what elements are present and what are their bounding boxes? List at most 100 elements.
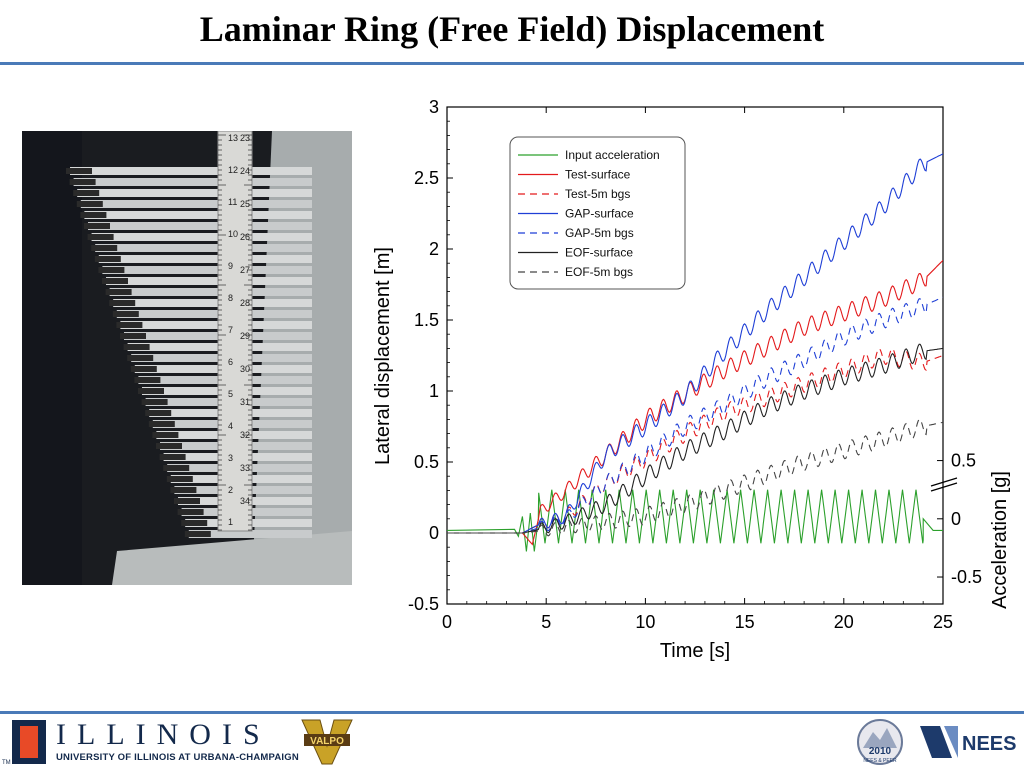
slide-title: Laminar Ring (Free Field) Displacement: [199, 9, 825, 49]
lamina-bearing: [177, 509, 204, 515]
nees-logo: NEES: [920, 726, 1016, 758]
ruler-number: 32: [240, 430, 250, 440]
lamina-bearing: [174, 498, 200, 504]
ruler-number: 29: [240, 331, 250, 341]
lamina-bearing: [102, 278, 128, 284]
lamina-plate: [84, 211, 313, 219]
lamina-bearing: [130, 366, 157, 372]
ruler-number: 31: [240, 397, 250, 407]
axis-ticks: 0 5 10 15 20 25-0.500.511.522.53-0.500.5: [408, 97, 982, 632]
axis-break-marks: [930, 477, 958, 492]
series-line-eof-surface: [447, 343, 943, 534]
ruler-labels-left: 13 12 11 10 9 8 7 6 5 4 3 2 1: [228, 133, 238, 527]
lamina-bearing: [138, 388, 164, 394]
legend-label: Input acceleration: [565, 148, 660, 162]
lamina-bearing: [145, 410, 172, 416]
ruler-number: 23: [240, 133, 250, 143]
valpo-label: VALPO: [310, 736, 344, 747]
lamina-bearing: [87, 234, 114, 240]
lamina-bearing: [127, 355, 154, 361]
lamina-plate: [91, 233, 312, 241]
y-tick-label: 2: [429, 239, 439, 259]
ruler-labels-right: 23 24 25 26 27 28 29 30 31 32 33 34: [240, 133, 250, 506]
series-line-gap-5m-bgs: [447, 296, 943, 534]
y-tick-label: 0.5: [414, 452, 439, 472]
y-axis-label: Lateral displacement [m]: [372, 247, 394, 465]
title-divider: [0, 62, 1024, 65]
ruler-number: 2: [228, 485, 233, 495]
legend-label: EOF-surface: [565, 246, 633, 260]
illinois-wordmark: ILLINOIS: [56, 718, 271, 751]
lamina-bearing: [170, 487, 197, 493]
ruler-number: 8: [228, 293, 233, 303]
lamina-bearing: [141, 399, 168, 405]
lamina-bearing: [80, 212, 107, 218]
lamina-bearing: [163, 465, 190, 471]
x-tick-label: 5: [541, 612, 551, 632]
y-tick-label: 1: [429, 381, 439, 401]
footer-divider: [0, 711, 1024, 714]
lamina-plate: [98, 255, 312, 263]
y2-axis-label: Acceleration [g]: [989, 471, 1011, 609]
lamina-plate: [188, 530, 312, 538]
y-tick-label: 1.5: [414, 310, 439, 330]
lamina-bearing: [76, 201, 103, 207]
lamina-plate: [95, 244, 312, 252]
lamina-bearing: [73, 190, 100, 196]
y-tick-label: 2.5: [414, 168, 439, 188]
lamina-bearing: [109, 300, 136, 306]
lamina-bearing: [120, 333, 146, 339]
lamina-plate: [77, 189, 312, 197]
legend-label: GAP-surface: [565, 207, 634, 221]
series-line-test-surface: [447, 260, 943, 546]
ruler-ticks: [218, 134, 252, 531]
x-tick-label: 20: [834, 612, 854, 632]
lamina-bearing: [98, 267, 125, 273]
trademark-mark: TM: [2, 760, 11, 766]
lamina-plate: [70, 167, 312, 175]
valpo-logo: VALPO: [301, 719, 353, 765]
y2-tick-label: -0.5: [951, 567, 982, 587]
ruler-number: 13: [228, 133, 238, 143]
series-lines: [447, 153, 943, 552]
ruler: [217, 131, 253, 532]
lamina-bearing: [166, 476, 193, 482]
ruler-number: 11: [228, 197, 237, 207]
displacement-chart: 0 5 10 15 20 25-0.500.511.522.53-0.500.5 Inpu…: [372, 97, 1011, 662]
lamina-plate: [116, 310, 312, 318]
nees-peer-year: 2010: [869, 746, 892, 757]
y-tick-label: 0: [429, 523, 439, 543]
series-line-gap-surface: [447, 153, 943, 534]
lamina-bearing: [152, 432, 179, 438]
lamina-bearing: [66, 168, 92, 174]
lamina-plate: [80, 200, 312, 208]
ruler-number: 28: [240, 298, 250, 308]
footer: TM ILLINOIS UNIVERSITY OF ILLINOIS AT UR…: [0, 716, 1024, 768]
legend: Input acceleration Test-surface Test-5m bg…: [509, 136, 686, 290]
lamina-plate: [120, 321, 313, 329]
illinois-block-i-logo: [12, 720, 46, 764]
lamina-plate: [73, 178, 312, 186]
lamina-plate: [102, 266, 313, 274]
y-tick-label: -0.5: [408, 594, 439, 614]
x-tick-label: 15: [735, 612, 755, 632]
ruler-number: 26: [240, 232, 250, 242]
base-plate: [112, 531, 352, 585]
lamina-plate: [106, 277, 312, 285]
lamina-bearing: [134, 377, 161, 383]
lamina-plate: [109, 288, 312, 296]
nees-peer-label: NEES & PEER: [863, 758, 897, 764]
legend-label: GAP-5m bgs: [565, 226, 634, 240]
ruler-number: 5: [228, 389, 233, 399]
lamina-bearing: [159, 454, 186, 460]
ruler-number: 3: [228, 453, 233, 463]
lamina-bearing: [105, 289, 132, 295]
ruler-number: 9: [228, 261, 233, 271]
lamina-bearing: [123, 344, 150, 350]
x-tick-label: 25: [933, 612, 953, 632]
y2-tick-label: 0.5: [951, 451, 976, 471]
series-line-test-5m-bgs: [447, 347, 943, 534]
ruler-number: 24: [240, 166, 250, 176]
ruler-number: 7: [228, 325, 233, 335]
